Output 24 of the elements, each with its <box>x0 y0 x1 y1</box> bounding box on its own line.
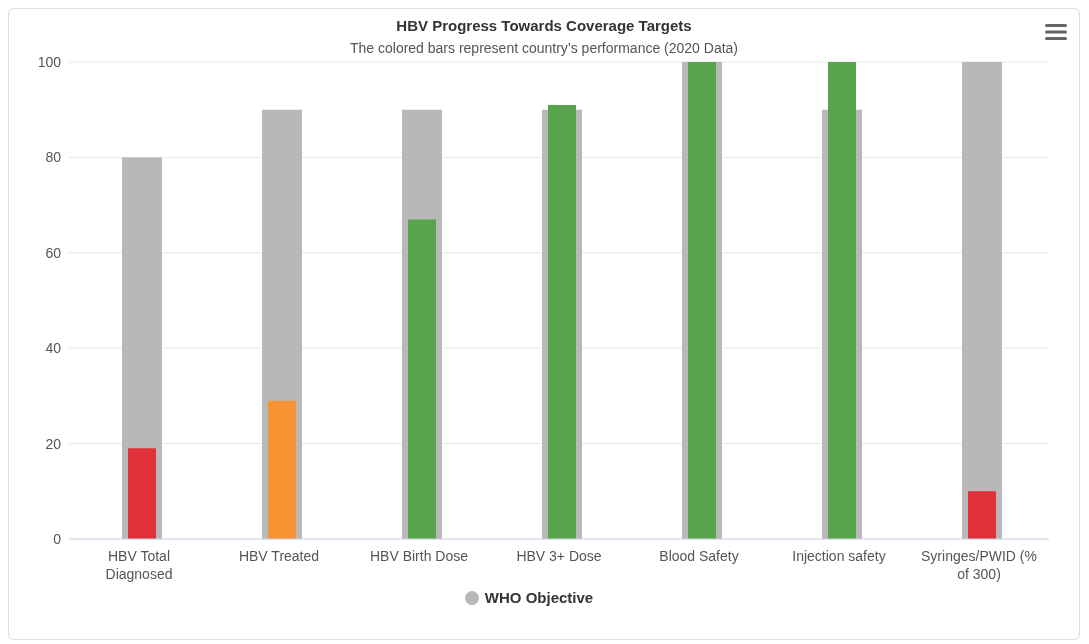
bar <box>968 491 996 539</box>
y-tick-label: 20 <box>45 435 62 452</box>
bar <box>128 448 156 539</box>
bar <box>688 62 716 539</box>
chart-title: HBV Progress Towards Coverage Targets <box>395 17 693 34</box>
bar <box>408 219 436 539</box>
chart-subtitle: The colored bars represent country’s performance (2020 Data) <box>349 40 739 56</box>
x-tick-label: Injection safety <box>792 548 886 564</box>
x-tick-label: HBV Total Diagnosed <box>105 548 173 582</box>
x-tick-label: HBV Birth Dose <box>369 548 469 564</box>
x-tick-label: HBV Treated <box>238 548 320 564</box>
y-tick-label: 100 <box>37 53 62 70</box>
bar <box>268 400 296 539</box>
legend-label: WHO Objective <box>483 589 594 606</box>
bar <box>548 104 576 539</box>
y-tick-label: 80 <box>45 149 62 166</box>
y-tick-label: 40 <box>45 340 62 357</box>
x-tick-label: Blood Safety <box>659 548 739 564</box>
y-tick-label: 0 <box>53 530 62 547</box>
x-tick-label: HBV 3+ Dose <box>516 548 602 564</box>
x-tick-label: Syringes/PWID (% of 300) <box>921 548 1037 582</box>
bar <box>828 62 856 539</box>
bar <box>962 62 1002 539</box>
y-tick-label: 60 <box>45 244 62 261</box>
